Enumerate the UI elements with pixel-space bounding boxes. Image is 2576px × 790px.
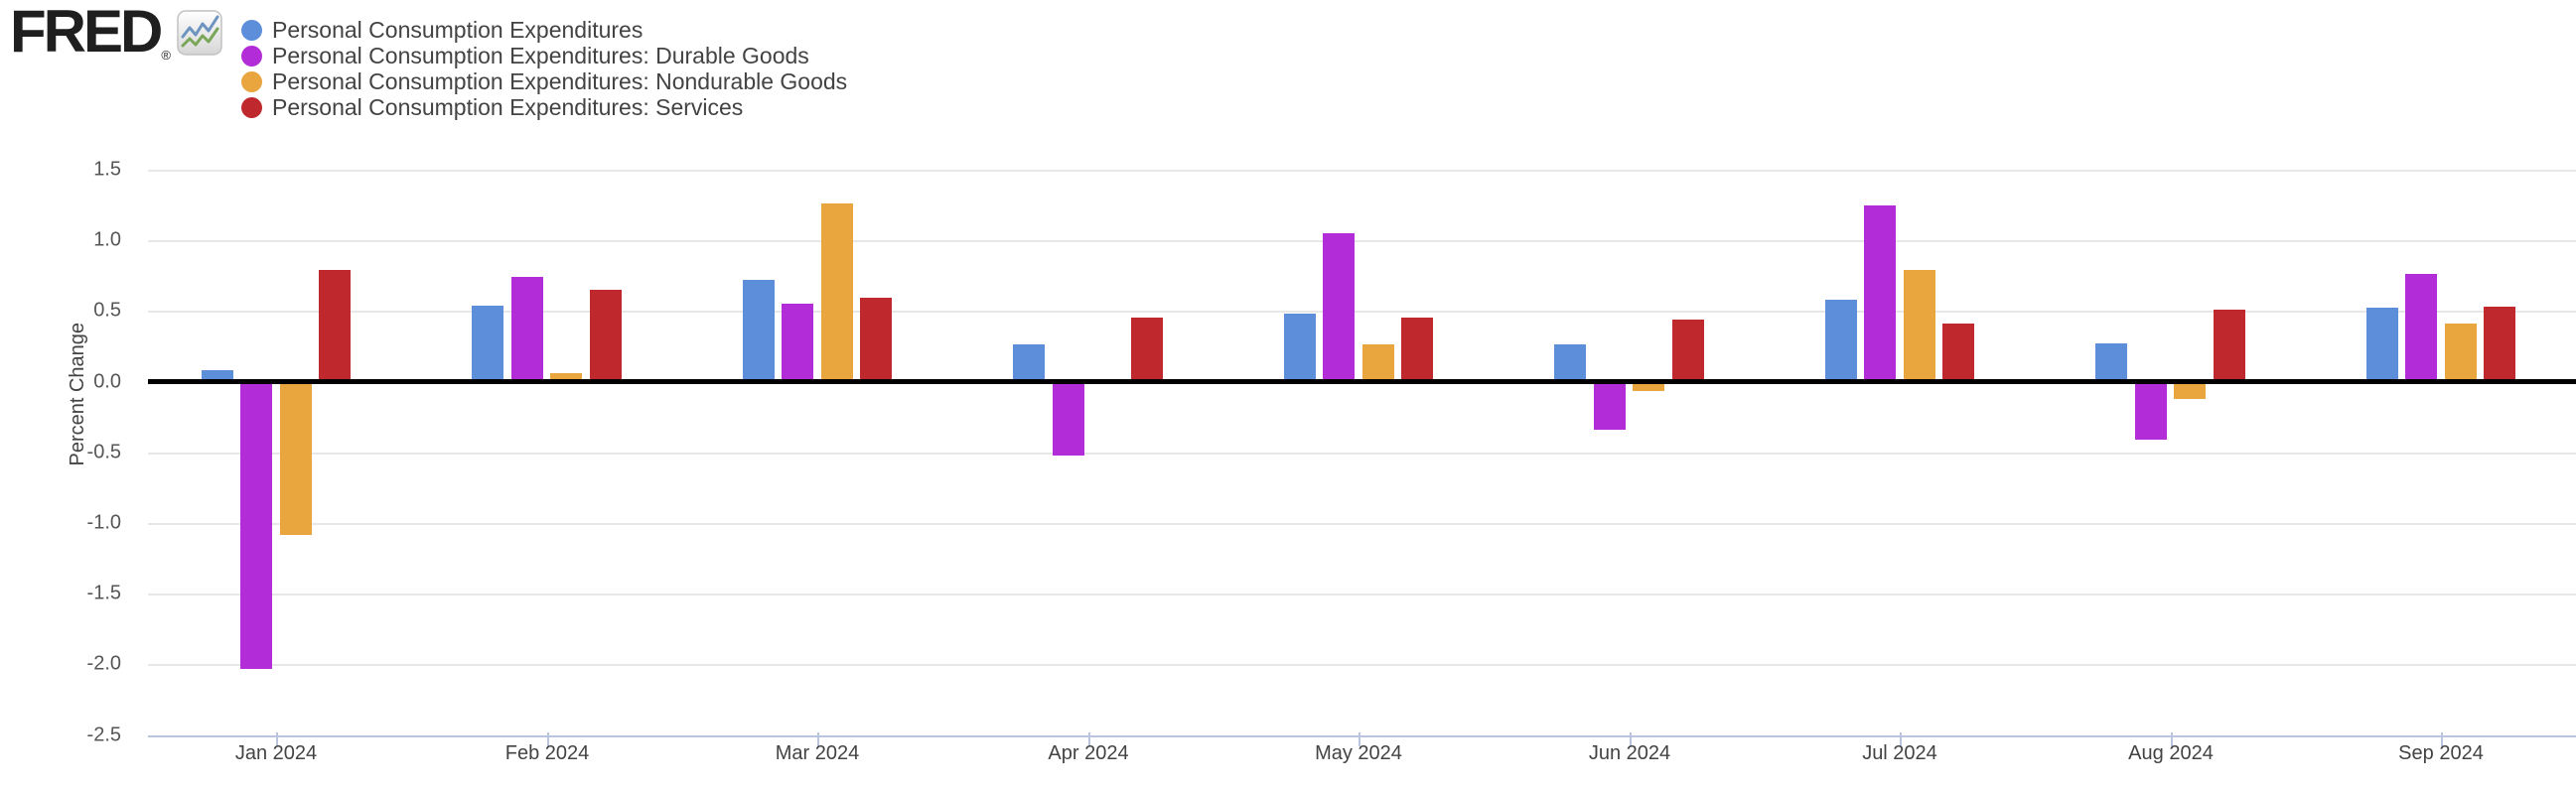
y-gridline xyxy=(148,240,2576,242)
bar-series1-jun[interactable] xyxy=(1554,344,1586,381)
legend-label: Personal Consumption Expenditures: Durab… xyxy=(272,43,809,68)
bar-series2-apr[interactable] xyxy=(1053,382,1084,456)
bar-series3-jul[interactable] xyxy=(1904,270,1935,381)
bar-series1-jul[interactable] xyxy=(1825,300,1857,382)
x-tick xyxy=(2171,732,2173,746)
x-tick-label: Aug 2024 xyxy=(2128,742,2214,764)
zero-line xyxy=(148,379,2576,384)
legend-label: Personal Consumption Expenditures: Servi… xyxy=(272,94,744,120)
legend-item-durable-goods[interactable]: Personal Consumption Expenditures: Durab… xyxy=(241,43,847,68)
bar-series1-apr[interactable] xyxy=(1013,344,1045,381)
bar-series4-aug[interactable] xyxy=(2214,310,2245,382)
bar-series2-may[interactable] xyxy=(1323,233,1355,382)
y-tick-label: 0.5 xyxy=(93,299,121,322)
x-tick-label: Jul 2024 xyxy=(1862,742,1937,764)
x-tick xyxy=(1359,732,1360,746)
bar-series3-sep[interactable] xyxy=(2445,324,2477,381)
bar-series4-apr[interactable] xyxy=(1131,318,1163,381)
bar-series4-may[interactable] xyxy=(1401,318,1433,381)
y-tick-label: 0.0 xyxy=(93,370,121,393)
legend-label: Personal Consumption Expenditures: Nondu… xyxy=(272,68,848,94)
bar-series2-jun[interactable] xyxy=(1594,382,1626,430)
y-tick-label: -2.5 xyxy=(86,724,121,746)
bar-series1-mar[interactable] xyxy=(743,280,775,382)
legend-dot-durable-goods xyxy=(241,45,262,66)
bar-series2-aug[interactable] xyxy=(2135,382,2167,440)
fred-graph-icon xyxy=(177,10,222,61)
y-tick-label: -1.5 xyxy=(86,582,121,604)
bar-series4-jul[interactable] xyxy=(1942,324,1974,381)
bar-series4-jun[interactable] xyxy=(1672,320,1704,382)
x-tick xyxy=(1088,732,1090,746)
x-tick xyxy=(817,732,819,746)
bar-series3-aug[interactable] xyxy=(2174,382,2206,399)
y-tick-label: 1.5 xyxy=(93,158,121,181)
x-tick-label: Jun 2024 xyxy=(1588,742,1671,764)
y-gridline xyxy=(148,593,2576,595)
x-tick xyxy=(1900,732,1902,746)
bar-series3-jan[interactable] xyxy=(280,382,312,535)
x-tick xyxy=(1630,732,1632,746)
legend-item-nondurable-goods[interactable]: Personal Consumption Expenditures: Nondu… xyxy=(241,68,847,94)
y-tick-label: -2.0 xyxy=(86,652,121,675)
legend-item-services[interactable]: Personal Consumption Expenditures: Servi… xyxy=(241,94,847,120)
legend-dot-services xyxy=(241,96,262,118)
y-axis-title: Percent Change xyxy=(66,322,88,466)
fred-logo[interactable]: FRED ® xyxy=(10,0,222,65)
x-tick xyxy=(547,732,549,746)
x-tick xyxy=(2441,732,2443,746)
bar-series4-jan[interactable] xyxy=(319,270,351,381)
y-gridline xyxy=(148,170,2576,172)
bar-series3-mar[interactable] xyxy=(821,203,853,381)
x-tick-label: Sep 2024 xyxy=(2398,742,2484,764)
x-axis-line xyxy=(148,735,2576,737)
y-gridline xyxy=(148,311,2576,313)
y-tick-label: 1.0 xyxy=(93,228,121,251)
legend-label: Personal Consumption Expenditures xyxy=(272,17,644,43)
legend-item-pce[interactable]: Personal Consumption Expenditures xyxy=(241,17,847,43)
y-tick-label: -0.5 xyxy=(86,441,121,463)
bar-series2-mar[interactable] xyxy=(782,304,813,381)
registered-trademark: ® xyxy=(161,48,171,63)
bar-series2-sep[interactable] xyxy=(2405,274,2437,381)
x-tick-label: Jan 2024 xyxy=(234,742,318,764)
bar-series2-jul[interactable] xyxy=(1864,205,1896,382)
x-tick xyxy=(276,732,278,746)
x-tick-label: Apr 2024 xyxy=(1048,742,1129,764)
bar-series1-may[interactable] xyxy=(1284,314,1316,381)
bar-series1-sep[interactable] xyxy=(2366,308,2398,381)
fred-logo-text: FRED xyxy=(10,0,163,65)
bar-series1-aug[interactable] xyxy=(2095,343,2127,381)
bar-series1-feb[interactable] xyxy=(472,306,503,382)
x-tick-label: Mar 2024 xyxy=(775,742,860,764)
y-gridline xyxy=(148,523,2576,525)
y-gridline xyxy=(148,664,2576,666)
bar-series2-jan[interactable] xyxy=(240,382,272,669)
x-tick-label: May 2024 xyxy=(1315,742,1402,764)
bar-series4-sep[interactable] xyxy=(2484,307,2515,381)
bar-series4-feb[interactable] xyxy=(590,290,622,382)
bar-series3-feb[interactable] xyxy=(550,373,582,382)
bar-series3-jun[interactable] xyxy=(1633,382,1664,391)
y-gridline xyxy=(148,453,2576,455)
bar-series1-jan[interactable] xyxy=(202,370,233,381)
y-tick-label: -1.0 xyxy=(86,511,121,534)
x-tick-label: Feb 2024 xyxy=(504,742,590,764)
legend-dot-pce xyxy=(241,19,262,41)
bar-series2-feb[interactable] xyxy=(511,277,543,381)
bar-series4-mar[interactable] xyxy=(860,298,892,381)
bar-series3-may[interactable] xyxy=(1362,344,1394,381)
legend-dot-nondurable-goods xyxy=(241,70,262,92)
legend: Personal Consumption Expenditures Person… xyxy=(241,17,847,120)
